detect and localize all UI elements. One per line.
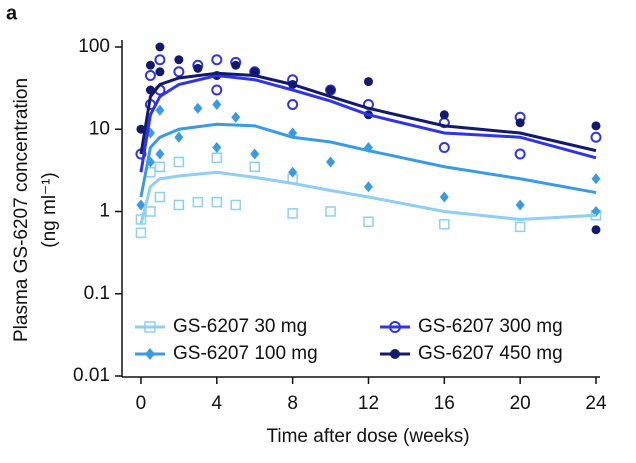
x-tick-label: 0	[136, 393, 147, 414]
data-point	[287, 98, 299, 110]
data-point	[155, 42, 165, 52]
data-point	[212, 98, 222, 110]
data-point	[515, 118, 525, 128]
mean-line	[139, 170, 597, 225]
data-point	[591, 121, 601, 131]
data-point	[326, 156, 336, 168]
data-point	[326, 85, 336, 95]
data-point	[230, 199, 242, 211]
x-tick-label: 4	[212, 393, 223, 414]
data-point	[515, 199, 525, 211]
data-point	[439, 191, 449, 203]
data-point	[211, 196, 223, 208]
panel-label: a	[6, 2, 18, 24]
data-point	[193, 102, 203, 114]
data-point	[173, 156, 185, 168]
mean-line	[139, 71, 597, 155]
data-point	[173, 66, 185, 78]
data-point	[135, 227, 147, 239]
x-tick-label: 12	[358, 393, 379, 414]
legend-marker	[389, 321, 401, 333]
data-point	[231, 60, 241, 70]
data-point	[211, 84, 223, 96]
y-tick-label: 1	[99, 201, 110, 222]
legend-marker	[145, 348, 155, 360]
legend-label: GS-6207 100 mg	[173, 343, 318, 364]
y-tick-label: 10	[89, 118, 110, 139]
data-point	[211, 152, 223, 164]
data-point	[590, 131, 602, 143]
data-point	[439, 110, 449, 120]
data-point	[591, 225, 601, 235]
data-point	[155, 104, 165, 116]
x-axis-title: Time after dose (weeks)	[266, 426, 469, 447]
x-tick-label: 16	[434, 393, 455, 414]
data-point	[144, 70, 156, 82]
legend-label: GS-6207 450 mg	[418, 343, 563, 364]
data-point	[439, 218, 450, 230]
y-axis-title: Plasma GS-6207 concentration	[11, 78, 32, 342]
data-point	[250, 148, 260, 160]
y-tick-label: 0.01	[73, 365, 110, 386]
mean-line	[139, 122, 597, 198]
x-tick-label: 20	[510, 393, 531, 414]
legend-label: GS-6207 30 mg	[173, 316, 307, 337]
data-point	[192, 196, 204, 208]
x-tick-label: 8	[287, 393, 298, 414]
data-point	[287, 208, 298, 219]
data-point	[363, 77, 373, 87]
data-point	[438, 141, 450, 153]
data-point	[174, 131, 184, 143]
data-point	[193, 63, 203, 73]
data-point	[145, 206, 156, 217]
data-point	[325, 206, 336, 217]
data-point	[514, 221, 526, 233]
data-point	[363, 181, 373, 193]
data-point	[154, 191, 166, 203]
x-tick-label: 24	[585, 393, 607, 414]
data-point	[231, 111, 241, 123]
data-point	[288, 166, 298, 178]
data-point	[136, 199, 146, 211]
data-point	[174, 55, 184, 65]
data-point	[154, 161, 166, 173]
legend-marker	[144, 321, 156, 333]
y-tick-label: 0.1	[84, 283, 110, 304]
data-point	[249, 161, 260, 173]
data-point	[212, 141, 222, 153]
data-point	[591, 173, 601, 185]
legend-marker	[390, 349, 400, 359]
data-point	[173, 199, 185, 211]
mean-line	[139, 74, 597, 173]
data-point	[514, 148, 526, 160]
y-tick-label: 100	[78, 36, 110, 57]
legend-label: GS-6207 300 mg	[418, 316, 563, 337]
data-point	[363, 216, 374, 228]
y-axis-units: (ng ml⁻¹)	[39, 172, 60, 247]
data-point	[155, 148, 165, 160]
data-point	[155, 67, 165, 77]
data-point	[154, 54, 166, 66]
data-point	[145, 60, 155, 70]
data-point	[211, 54, 223, 66]
